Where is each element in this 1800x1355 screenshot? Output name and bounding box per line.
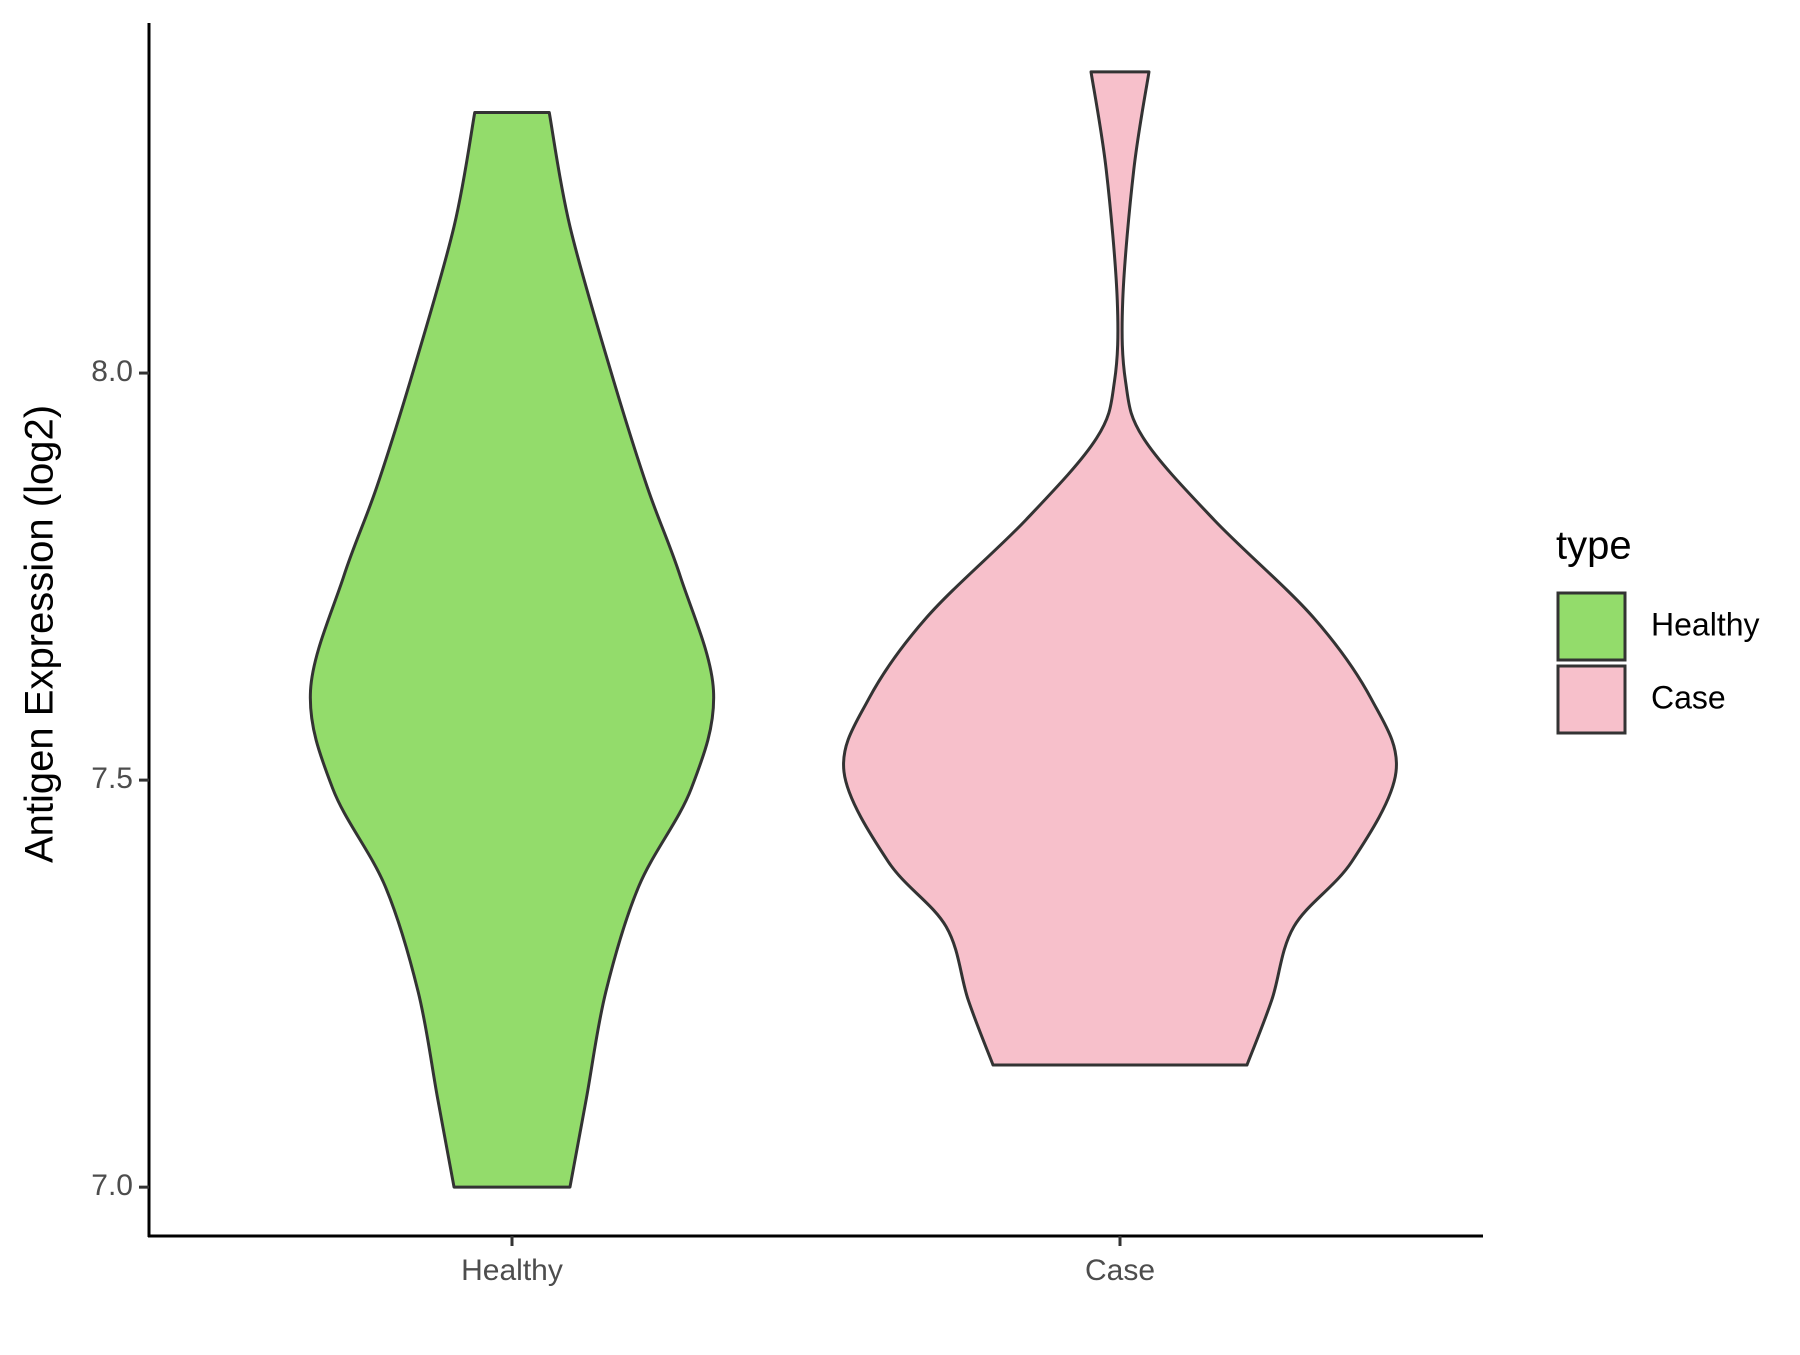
legend-key <box>1556 664 1627 735</box>
legend-key <box>1556 591 1627 662</box>
y-axis-title: Antigen Expression (log2) <box>18 405 62 863</box>
x-tick-label: Case <box>1085 1254 1155 1287</box>
y-tick-label: 7.0 <box>91 1169 133 1202</box>
legend-label: Case <box>1651 679 1726 715</box>
violin <box>842 70 1398 1067</box>
y-tick-label: 8.0 <box>91 355 133 388</box>
violin <box>308 111 716 1189</box>
legend-label: Healthy <box>1651 606 1760 642</box>
legend-title: type <box>1556 524 1632 568</box>
x-tick-label: Healthy <box>461 1254 563 1287</box>
y-tick-label: 7.5 <box>91 762 133 795</box>
